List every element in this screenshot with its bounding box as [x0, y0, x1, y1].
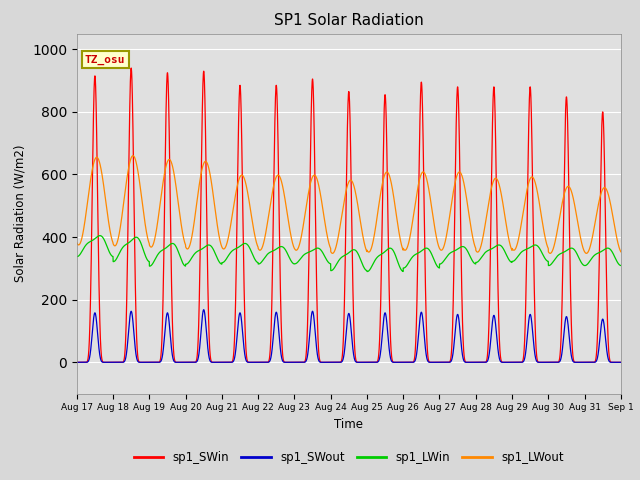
sp1_LWout [486, 193, 493, 199]
sp1_SWout [330, 360, 338, 365]
sp1_LWout [258, 246, 266, 252]
sp1_LWout [582, 251, 590, 256]
sp1_LWin [73, 253, 81, 259]
sp1_SWout [258, 360, 266, 365]
sp1_LWout [594, 204, 602, 209]
sp1_LWout [617, 249, 625, 254]
sp1_SWin [470, 360, 478, 365]
sp1_SWin [258, 360, 266, 365]
sp1_LWin [330, 265, 338, 271]
Line: sp1_SWout: sp1_SWout [77, 310, 621, 362]
sp1_LWin [471, 261, 479, 266]
sp1_SWin [594, 317, 602, 323]
sp1_LWin [588, 256, 595, 262]
sp1_SWin [617, 360, 625, 365]
sp1_LWin [594, 250, 602, 256]
sp1_SWout [588, 360, 595, 365]
Line: sp1_SWin: sp1_SWin [77, 68, 621, 362]
Text: TZ_osu: TZ_osu [85, 54, 125, 65]
sp1_LWin [617, 263, 625, 268]
X-axis label: Time: Time [334, 418, 364, 431]
sp1_LWout [470, 242, 478, 248]
sp1_SWin [330, 360, 338, 365]
sp1_LWin [96, 233, 104, 239]
sp1_SWout [594, 352, 602, 358]
sp1_SWin [588, 360, 595, 365]
sp1_SWout [470, 360, 478, 365]
Title: SP1 Solar Radiation: SP1 Solar Radiation [274, 13, 424, 28]
sp1_SWin [127, 65, 135, 71]
Legend: sp1_SWin, sp1_SWout, sp1_LWin, sp1_LWout: sp1_SWin, sp1_SWout, sp1_LWin, sp1_LWout [129, 446, 568, 469]
sp1_SWin [73, 360, 81, 365]
sp1_SWout [200, 307, 207, 312]
sp1_LWout [330, 249, 338, 254]
Line: sp1_LWout: sp1_LWout [77, 156, 621, 253]
sp1_SWout [486, 346, 493, 352]
sp1_LWin [258, 259, 266, 264]
sp1_LWout [129, 153, 137, 158]
Y-axis label: Solar Radiation (W/m2): Solar Radiation (W/m2) [13, 145, 26, 282]
Line: sp1_LWin: sp1_LWin [77, 236, 621, 272]
sp1_LWin [364, 269, 371, 275]
sp1_LWin [486, 247, 493, 252]
sp1_SWout [73, 360, 81, 365]
sp1_SWout [617, 360, 625, 365]
sp1_SWin [486, 282, 493, 288]
sp1_LWout [73, 240, 81, 246]
sp1_LWout [588, 239, 595, 245]
